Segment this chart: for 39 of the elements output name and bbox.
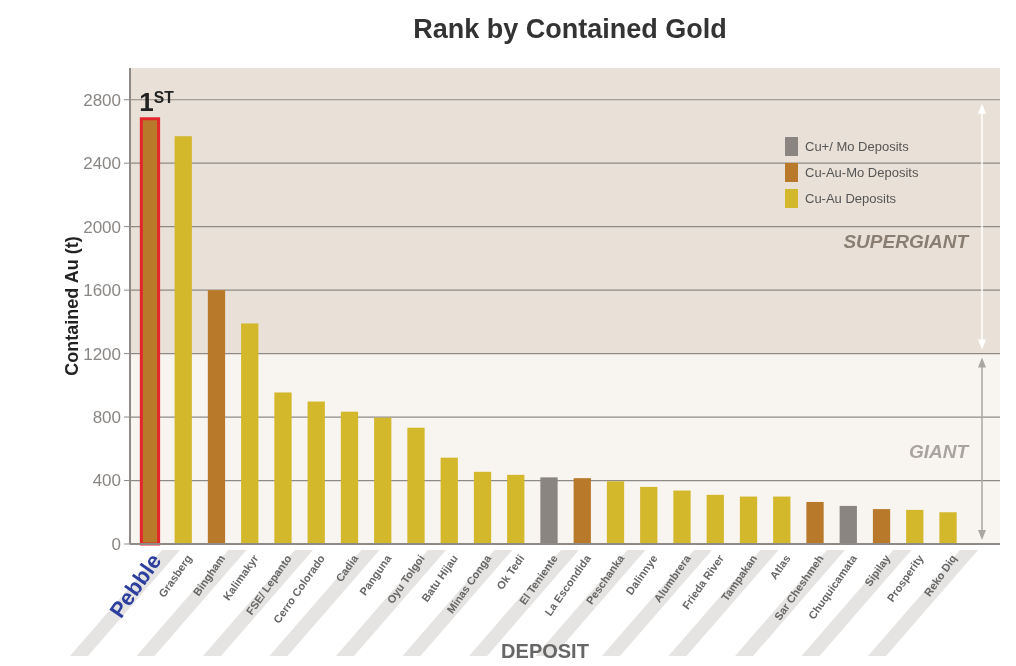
- bar: [906, 509, 924, 544]
- bar: [806, 501, 824, 544]
- bar: [407, 427, 425, 544]
- band-label: GIANT: [908, 441, 970, 463]
- x-axis-title: DEPOSIT: [501, 640, 589, 662]
- bar: [872, 509, 891, 544]
- bar: [773, 496, 791, 544]
- y-tick-label: 2800: [83, 90, 121, 110]
- bar: [241, 323, 259, 544]
- band-label: SUPERGIANT: [843, 230, 970, 252]
- bar: [440, 457, 458, 544]
- bar: [939, 512, 957, 544]
- chart-title: Rank by Contained Gold: [413, 14, 727, 44]
- y-tick-label: 1200: [83, 344, 121, 364]
- bar: [274, 392, 292, 544]
- bar: [473, 471, 492, 544]
- legend-label: Cu-Au Deposits: [805, 190, 897, 206]
- y-tick-label: 1600: [83, 281, 121, 301]
- annotation: 1$^{ST}$: [139, 86, 175, 117]
- bar: [673, 490, 691, 544]
- bar: [640, 486, 658, 544]
- y-tick-label: 2000: [83, 217, 121, 237]
- y-tick-label: 2400: [83, 154, 121, 174]
- legend-label: Cu+/ Mo Deposits: [805, 138, 910, 154]
- bar: [573, 478, 591, 544]
- legend-label: Cu-Au-Mo Deposits: [805, 164, 919, 180]
- bar: [606, 481, 625, 544]
- bar: [374, 417, 392, 544]
- bar: [739, 496, 758, 544]
- bar: [207, 290, 226, 544]
- bar: [174, 136, 192, 544]
- bar: [307, 401, 325, 544]
- bar: [507, 474, 525, 544]
- bar: [706, 494, 724, 544]
- bar: [340, 411, 359, 544]
- y-tick-label: 400: [92, 471, 121, 491]
- y-tick-label: 0: [111, 534, 121, 554]
- y-tick-label: 800: [92, 408, 121, 428]
- y-axis-title: Contained Au (t): [62, 236, 82, 376]
